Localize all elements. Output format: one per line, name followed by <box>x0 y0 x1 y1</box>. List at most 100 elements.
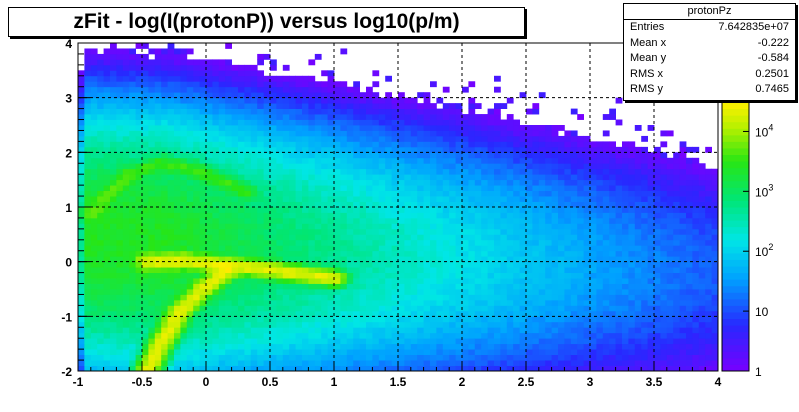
heatmap-cell <box>270 59 277 66</box>
heatmap-cell <box>385 196 392 202</box>
heatmap-cell <box>90 92 98 99</box>
heatmap-cell <box>372 234 380 241</box>
heatmap-cell <box>302 250 309 257</box>
heatmap-cell <box>129 349 136 355</box>
heatmap-cell <box>679 299 687 306</box>
heatmap-cell <box>244 157 252 164</box>
heatmap-cell <box>122 81 130 88</box>
heatmap-cell <box>295 294 303 301</box>
heatmap-cell <box>250 305 258 312</box>
heatmap-cell <box>238 185 245 191</box>
heatmap-cell <box>270 310 277 317</box>
heatmap-cell <box>474 125 482 131</box>
heatmap-cell <box>698 185 706 191</box>
heatmap-cell <box>391 360 399 366</box>
heatmap-cell <box>436 327 444 334</box>
heatmap-cell <box>398 365 405 372</box>
heatmap-cell <box>570 289 578 295</box>
heatmap-cell <box>212 283 220 290</box>
heatmap-cell <box>295 217 303 224</box>
heatmap-cell <box>590 157 597 164</box>
heatmap-cell <box>660 185 668 191</box>
heatmap-cell <box>513 310 520 317</box>
heatmap-cell <box>660 316 668 323</box>
heatmap-cell <box>628 354 636 361</box>
heatmap-cell <box>634 289 642 295</box>
heatmap-cell <box>590 321 597 328</box>
heatmap-cell <box>148 272 156 279</box>
heatmap-cell <box>250 239 258 246</box>
heatmap-cell <box>430 272 437 279</box>
heatmap-cell <box>289 75 296 82</box>
heatmap-cell <box>174 321 181 328</box>
heatmap-cell <box>231 103 239 109</box>
heatmap-cell <box>148 354 156 361</box>
heatmap-cell <box>513 217 520 224</box>
heatmap-cell <box>135 327 143 334</box>
heatmap-cell <box>602 349 610 355</box>
heatmap-cell <box>526 130 533 137</box>
heatmap-cell <box>538 223 546 230</box>
heatmap-cell <box>78 185 85 191</box>
heatmap-cell <box>596 141 604 148</box>
heatmap-cell <box>532 250 540 257</box>
heatmap-cell <box>154 272 162 279</box>
heatmap-cell <box>404 261 412 268</box>
heatmap-cell <box>244 354 252 361</box>
heatmap-cell <box>366 283 373 290</box>
heatmap-cell <box>468 321 476 328</box>
heatmap-cell <box>647 349 655 355</box>
heatmap-cell <box>654 152 661 159</box>
heatmap-cell <box>590 217 597 224</box>
heatmap-cell <box>148 310 156 317</box>
heatmap-cell <box>474 196 482 202</box>
heatmap-cell <box>423 289 431 295</box>
heatmap-cell <box>698 267 706 273</box>
heatmap-cell <box>686 299 693 306</box>
heatmap-cell <box>430 185 437 191</box>
heatmap-cell <box>462 289 469 295</box>
heatmap-cell <box>417 157 424 164</box>
heatmap-cell <box>206 179 213 186</box>
heatmap-cell <box>634 234 642 241</box>
heatmap-cell <box>78 114 85 120</box>
heatmap-cell <box>110 245 117 252</box>
heatmap-cell <box>558 332 565 339</box>
heatmap-cell <box>90 53 98 60</box>
heatmap-cell <box>270 343 277 350</box>
heatmap-cell <box>423 103 431 109</box>
heatmap-cell <box>186 272 194 279</box>
heatmap-cell <box>218 86 226 93</box>
heatmap-cell <box>212 299 220 306</box>
heatmap-cell <box>212 256 220 263</box>
heatmap-cell <box>558 223 565 230</box>
heatmap-cell <box>378 212 386 219</box>
heatmap-cell <box>551 234 559 241</box>
heatmap-cell <box>116 152 124 159</box>
heatmap-cell <box>602 332 610 339</box>
heatmap-cell <box>545 201 552 208</box>
heatmap-cell <box>577 332 584 339</box>
heatmap-cell <box>302 267 309 273</box>
heatmap-cell <box>442 135 450 142</box>
heatmap-cell <box>558 174 565 181</box>
heatmap-cell <box>302 163 309 170</box>
heatmap-cell <box>378 223 386 230</box>
heatmap-cell <box>372 299 380 306</box>
heatmap-cell <box>142 327 149 334</box>
heatmap-cell <box>551 130 559 137</box>
heatmap-cell <box>353 365 360 372</box>
heatmap-cell <box>193 168 200 175</box>
heatmap-cell <box>455 321 463 328</box>
heatmap-cell <box>122 190 130 197</box>
heatmap-cell <box>519 354 527 361</box>
heatmap-cell <box>174 250 181 257</box>
heatmap-cell <box>161 289 168 295</box>
heatmap-cell <box>180 97 188 104</box>
heatmap-cell <box>500 310 508 317</box>
heatmap-cell <box>590 272 597 279</box>
heatmap-cell <box>462 310 469 317</box>
heatmap-cell <box>321 223 328 230</box>
heatmap-cell <box>289 212 296 219</box>
heatmap-cell <box>506 163 514 170</box>
